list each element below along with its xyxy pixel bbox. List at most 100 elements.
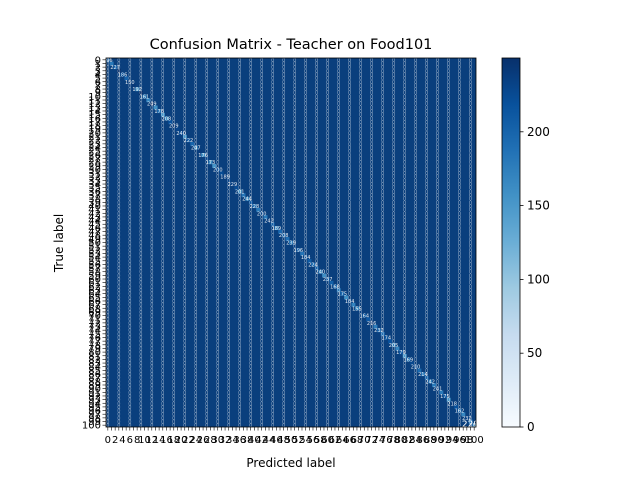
cell-annotation: 0 <box>425 149 428 155</box>
cell-annotation: 0 <box>348 69 351 75</box>
cell-annotation: 0 <box>260 109 263 115</box>
cell-annotation: 0 <box>381 83 384 89</box>
cell-annotation: 0 <box>403 142 406 148</box>
heatmap-cell-diagonal <box>223 174 228 179</box>
cell-annotation-diagonal: 222 <box>184 138 194 144</box>
cell-annotation: 0 <box>282 189 285 195</box>
cell-annotation: 0 <box>172 186 175 192</box>
cell-annotation: 0 <box>271 153 274 159</box>
cell-annotation: 0 <box>161 186 164 192</box>
heatmap-cell-diagonal <box>135 87 140 92</box>
cell-annotation: 0 <box>227 65 230 71</box>
heatmap-cell-diagonal <box>450 401 455 406</box>
cell-annotation: 0 <box>304 83 307 89</box>
cell-annotation: 0 <box>293 131 296 137</box>
cell-annotation: 0 <box>436 197 439 203</box>
cell-annotation: 0 <box>260 80 263 86</box>
heatmap-cell-diagonal <box>388 339 393 344</box>
cell-annotation: 0 <box>337 80 340 86</box>
heatmap-cell-diagonal <box>333 284 338 289</box>
cell-annotation: 0 <box>227 87 230 93</box>
cell-annotation: 0 <box>436 109 439 115</box>
cell-annotation: 0 <box>414 178 417 184</box>
cell-annotation: 0 <box>194 83 197 89</box>
cell-annotation: 0 <box>227 142 230 148</box>
cell-annotation: 0 <box>403 127 406 133</box>
cell-annotation: 0 <box>227 200 230 206</box>
cell-annotation: 0 <box>293 69 296 75</box>
cell-annotation: 0 <box>216 153 219 159</box>
cell-annotation: 0 <box>161 80 164 86</box>
cell-annotation: 0 <box>271 65 274 71</box>
heatmap-cell-diagonal <box>344 295 349 300</box>
heatmap-cell-diagonal <box>193 145 198 150</box>
cell-annotation: 0 <box>249 189 252 195</box>
heatmap-cell-diagonal <box>439 390 444 395</box>
cell-annotation: 0 <box>436 178 439 184</box>
cell-annotation: 0 <box>161 146 164 152</box>
cell-annotation: 0 <box>348 197 351 203</box>
cell-annotation: 0 <box>139 142 142 148</box>
cell-annotation: 0 <box>447 69 450 75</box>
cell-annotation-diagonal: 208 <box>279 233 289 239</box>
cell-annotation: 0 <box>194 116 197 122</box>
cell-annotation: 0 <box>150 65 153 71</box>
cell-annotation-diagonal: 224 <box>308 262 318 268</box>
cell-annotation: 0 <box>392 167 395 173</box>
cell-annotation: 0 <box>238 178 241 184</box>
cell-annotation: 0 <box>139 61 142 67</box>
cell-annotation: 0 <box>161 138 164 144</box>
cell-annotation: 0 <box>128 58 131 64</box>
heatmap-cell-diagonal <box>435 386 440 391</box>
cell-annotation-diagonal: 162 <box>455 409 465 415</box>
heatmap-cell-diagonal <box>124 76 129 81</box>
cell-annotation-diagonal: 229 <box>228 182 238 188</box>
cell-annotation: 0 <box>304 116 307 122</box>
heatmap-cell-diagonal <box>406 357 411 362</box>
cell-annotation: 0 <box>117 76 120 82</box>
cell-annotation: 0 <box>348 153 351 159</box>
cell-annotation: 0 <box>117 124 120 130</box>
cell-annotation: 0 <box>128 65 131 71</box>
cell-annotation: 0 <box>128 182 131 188</box>
cell-annotation: 0 <box>106 80 109 86</box>
cell-annotation: 0 <box>359 124 362 130</box>
heatmap-cell-diagonal <box>182 134 187 139</box>
cell-annotation: 0 <box>205 171 208 177</box>
cell-annotation: 0 <box>238 58 241 64</box>
cell-annotation: 0 <box>315 87 318 93</box>
cell-annotation: 0 <box>227 98 230 104</box>
cell-annotation: 0 <box>403 61 406 67</box>
cell-annotation: 0 <box>227 189 230 195</box>
cell-annotation: 0 <box>293 189 296 195</box>
cell-annotation: 0 <box>205 69 208 75</box>
cell-annotation: 0 <box>381 186 384 192</box>
cell-annotation: 0 <box>469 153 472 159</box>
cell-annotation: 0 <box>227 135 230 141</box>
cell-annotation: 0 <box>304 138 307 144</box>
cell-annotation: 0 <box>337 83 340 89</box>
cell-annotation: 0 <box>403 135 406 141</box>
cell-annotation-diagonal: 150 <box>125 80 135 86</box>
cell-annotation: 0 <box>128 94 131 100</box>
cell-annotation: 0 <box>161 91 164 97</box>
cell-annotation: 0 <box>194 167 197 173</box>
cell-annotation: 0 <box>249 58 252 64</box>
cell-annotation: 0 <box>282 160 285 166</box>
heatmap-cell-diagonal <box>454 405 458 410</box>
heatmap-cell-diagonal <box>329 280 334 285</box>
cell-annotation: 0 <box>458 105 461 111</box>
cell-annotation: 0 <box>359 120 362 126</box>
heatmap-cell-diagonal <box>190 142 195 146</box>
cell-annotation: 0 <box>150 197 153 203</box>
cell-annotation: 0 <box>205 146 208 152</box>
heatmap-cell-diagonal <box>410 361 415 366</box>
cell-annotation: 0 <box>381 65 384 71</box>
cell-annotation: 0 <box>458 160 461 166</box>
cell-annotation-diagonal: 173 <box>206 160 216 166</box>
cell-annotation: 0 <box>392 178 395 184</box>
cell-annotation: 0 <box>458 94 461 100</box>
heatmap-cell-diagonal <box>120 72 125 77</box>
cell-annotation-diagonal: 161 <box>140 94 150 100</box>
cell-annotation: 0 <box>436 65 439 71</box>
